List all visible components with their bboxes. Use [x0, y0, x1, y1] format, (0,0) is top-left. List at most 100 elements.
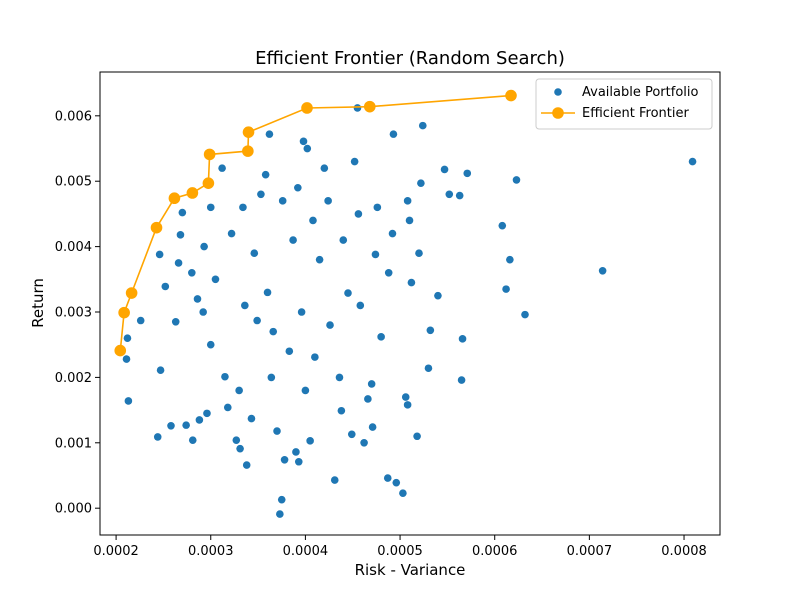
- data-point-available-portfolio: [415, 249, 423, 257]
- data-point-available-portfolio: [232, 436, 241, 444]
- data-point-available-portfolio: [303, 144, 312, 153]
- data-point-available-portfolio: [339, 236, 348, 244]
- data-point-available-portfolio: [227, 229, 236, 238]
- data-point-available-portfolio: [413, 432, 421, 441]
- data-point-efficient-frontier: [301, 102, 313, 114]
- data-point-efficient-frontier: [505, 89, 517, 102]
- data-point-available-portfolio: [153, 433, 162, 441]
- legend-marker-efficient-frontier: [552, 107, 564, 119]
- x-tick-label: 0.0006: [472, 544, 518, 559]
- legend: Available Portfolio Efficient Frontier: [535, 78, 713, 130]
- data-point-available-portfolio: [242, 461, 251, 469]
- data-point-available-portfolio: [498, 221, 507, 230]
- data-point-available-portfolio: [294, 183, 302, 192]
- data-point-available-portfolio: [353, 104, 362, 112]
- data-point-available-portfolio: [280, 455, 289, 464]
- data-point-efficient-frontier: [150, 221, 163, 234]
- data-point-efficient-frontier: [168, 192, 181, 205]
- data-point-efficient-frontier: [125, 287, 138, 299]
- x-tick-label: 0.0008: [661, 544, 707, 559]
- data-point-available-portfolio: [124, 397, 133, 405]
- data-point-available-portfolio: [277, 495, 286, 504]
- data-point-available-portfolio: [206, 340, 215, 349]
- data-point-available-portfolio: [299, 137, 308, 146]
- data-point-available-portfolio: [457, 376, 466, 384]
- data-point-available-portfolio: [367, 380, 376, 388]
- data-point-available-portfolio: [335, 373, 344, 382]
- plot-area: [100, 72, 720, 535]
- data-point-available-portfolio: [297, 308, 306, 316]
- x-tick-label: 0.0005: [377, 544, 423, 559]
- legend-label-efficient-frontier: Efficient Frontier: [582, 106, 689, 121]
- data-point-available-portfolio: [273, 427, 281, 435]
- data-point-available-portfolio: [195, 416, 204, 424]
- data-point-available-portfolio: [377, 333, 385, 341]
- y-tick-label: 0.004: [55, 240, 92, 255]
- x-tick-label: 0.0007: [567, 544, 613, 559]
- data-point-available-portfolio: [257, 190, 265, 199]
- data-point-available-portfolio: [392, 478, 401, 487]
- y-tick-label: 0.000: [55, 502, 92, 517]
- data-point-available-portfolio: [301, 386, 310, 395]
- data-point-available-portfolio: [512, 176, 521, 184]
- data-point-available-portfolio: [236, 444, 244, 453]
- data-point-available-portfolio: [407, 278, 416, 287]
- data-point-available-portfolio: [399, 489, 407, 497]
- x-axis-ticks: 0.0002 0.0003 0.0004 0.0005 0.0006 0.0007 0.00…: [93, 535, 707, 559]
- data-point-available-portfolio: [384, 268, 393, 277]
- legend-marker-available-portfolio: [554, 88, 562, 96]
- y-tick-label: 0.006: [55, 109, 92, 124]
- data-point-available-portfolio: [123, 334, 132, 342]
- data-point-available-portfolio: [354, 210, 363, 218]
- data-point-available-portfolio: [188, 268, 196, 277]
- data-point-available-portfolio: [324, 197, 332, 205]
- data-point-available-portfolio: [371, 250, 380, 259]
- data-point-available-portfolio: [247, 414, 256, 423]
- data-point-available-portfolio: [178, 208, 187, 217]
- data-point-available-portfolio: [373, 203, 382, 212]
- data-point-available-portfolio: [306, 437, 314, 445]
- data-point-available-portfolio: [440, 165, 449, 174]
- x-tick-label: 0.0003: [188, 544, 234, 559]
- legend-box: [535, 78, 713, 130]
- data-point-available-portfolio: [174, 259, 183, 267]
- data-point-available-portfolio: [326, 321, 334, 329]
- data-point-available-portfolio: [458, 335, 467, 343]
- y-axis-label: Return: [29, 278, 47, 328]
- data-point-available-portfolio: [401, 393, 410, 401]
- data-point-available-portfolio: [424, 364, 433, 373]
- data-point-available-portfolio: [221, 372, 229, 381]
- data-point-available-portfolio: [211, 275, 220, 284]
- data-point-available-portfolio: [356, 301, 365, 310]
- data-point-available-portfolio: [292, 448, 300, 456]
- data-point-available-portfolio: [203, 409, 211, 418]
- y-tick-label: 0.002: [55, 371, 92, 386]
- data-point-available-portfolio: [223, 403, 232, 412]
- data-point-available-portfolio: [445, 190, 454, 199]
- data-point-available-portfolio: [239, 203, 247, 212]
- data-point-available-portfolio: [405, 216, 414, 225]
- data-point-efficient-frontier: [186, 187, 199, 199]
- data-point-available-portfolio: [417, 179, 425, 187]
- data-point-available-portfolio: [235, 386, 243, 395]
- x-axis-label: Risk - Variance: [355, 561, 466, 579]
- data-point-available-portfolio: [403, 401, 412, 409]
- y-tick-label: 0.005: [55, 175, 92, 190]
- data-point-available-portfolio: [289, 236, 297, 244]
- data-point-available-portfolio: [250, 249, 259, 257]
- data-point-available-portfolio: [350, 157, 359, 166]
- data-point-available-portfolio: [263, 288, 272, 297]
- data-point-available-portfolio: [265, 130, 274, 138]
- data-point-available-portfolio: [320, 164, 329, 172]
- data-point-available-portfolio: [167, 421, 175, 430]
- data-point-available-portfolio: [389, 130, 398, 138]
- data-point-available-portfolio: [434, 291, 442, 300]
- data-point-efficient-frontier: [363, 100, 376, 113]
- data-point-available-portfolio: [364, 395, 372, 403]
- data-point-available-portfolio: [360, 438, 368, 447]
- data-point-available-portfolio: [199, 308, 207, 316]
- data-point-available-portfolio: [388, 229, 397, 238]
- data-point-available-portfolio: [171, 318, 180, 326]
- data-point-available-portfolio: [688, 157, 697, 166]
- data-point-available-portfolio: [241, 301, 249, 310]
